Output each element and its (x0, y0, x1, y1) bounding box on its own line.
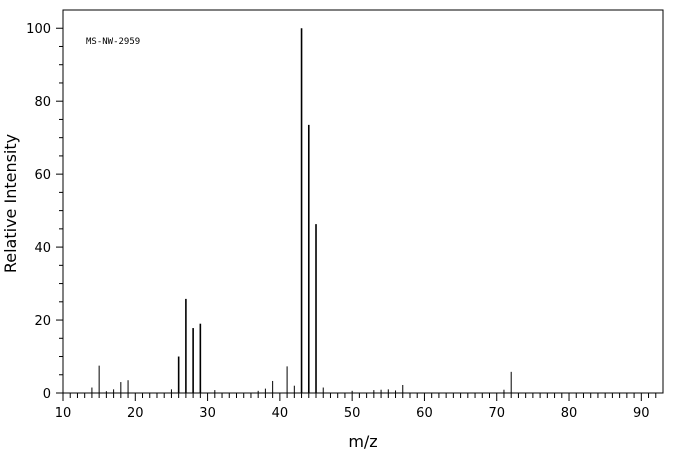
x-tick-label: 30 (199, 406, 216, 421)
x-tick-label: 90 (633, 406, 650, 421)
y-tick-label: 100 (26, 22, 51, 37)
peaks-layer (91, 28, 512, 393)
spectrum-id-annotation: MS-NW-2959 (86, 37, 140, 47)
x-tick-label: 80 (561, 406, 578, 421)
y-tick-label: 20 (34, 314, 51, 329)
x-axis-title: m/z (348, 432, 377, 451)
y-tick-label: 80 (34, 95, 51, 110)
y-tick-label: 0 (43, 387, 51, 402)
x-axis: 10 20 30 40 50 60 70 80 90 (55, 393, 657, 421)
x-tick-label: 60 (416, 406, 433, 421)
x-tick-label: 20 (127, 406, 144, 421)
y-axis-title: Relative Intensity (1, 134, 20, 273)
x-tick-label: 50 (344, 406, 361, 421)
x-tick-label: 70 (488, 406, 505, 421)
y-tick-label: 40 (34, 241, 51, 256)
x-tick-label: 10 (55, 406, 72, 421)
y-tick-label: 60 (34, 168, 51, 183)
y-axis: 0 20 40 60 80 100 (26, 22, 63, 402)
plot-frame (62, 9, 664, 394)
x-tick-label: 40 (272, 406, 289, 421)
